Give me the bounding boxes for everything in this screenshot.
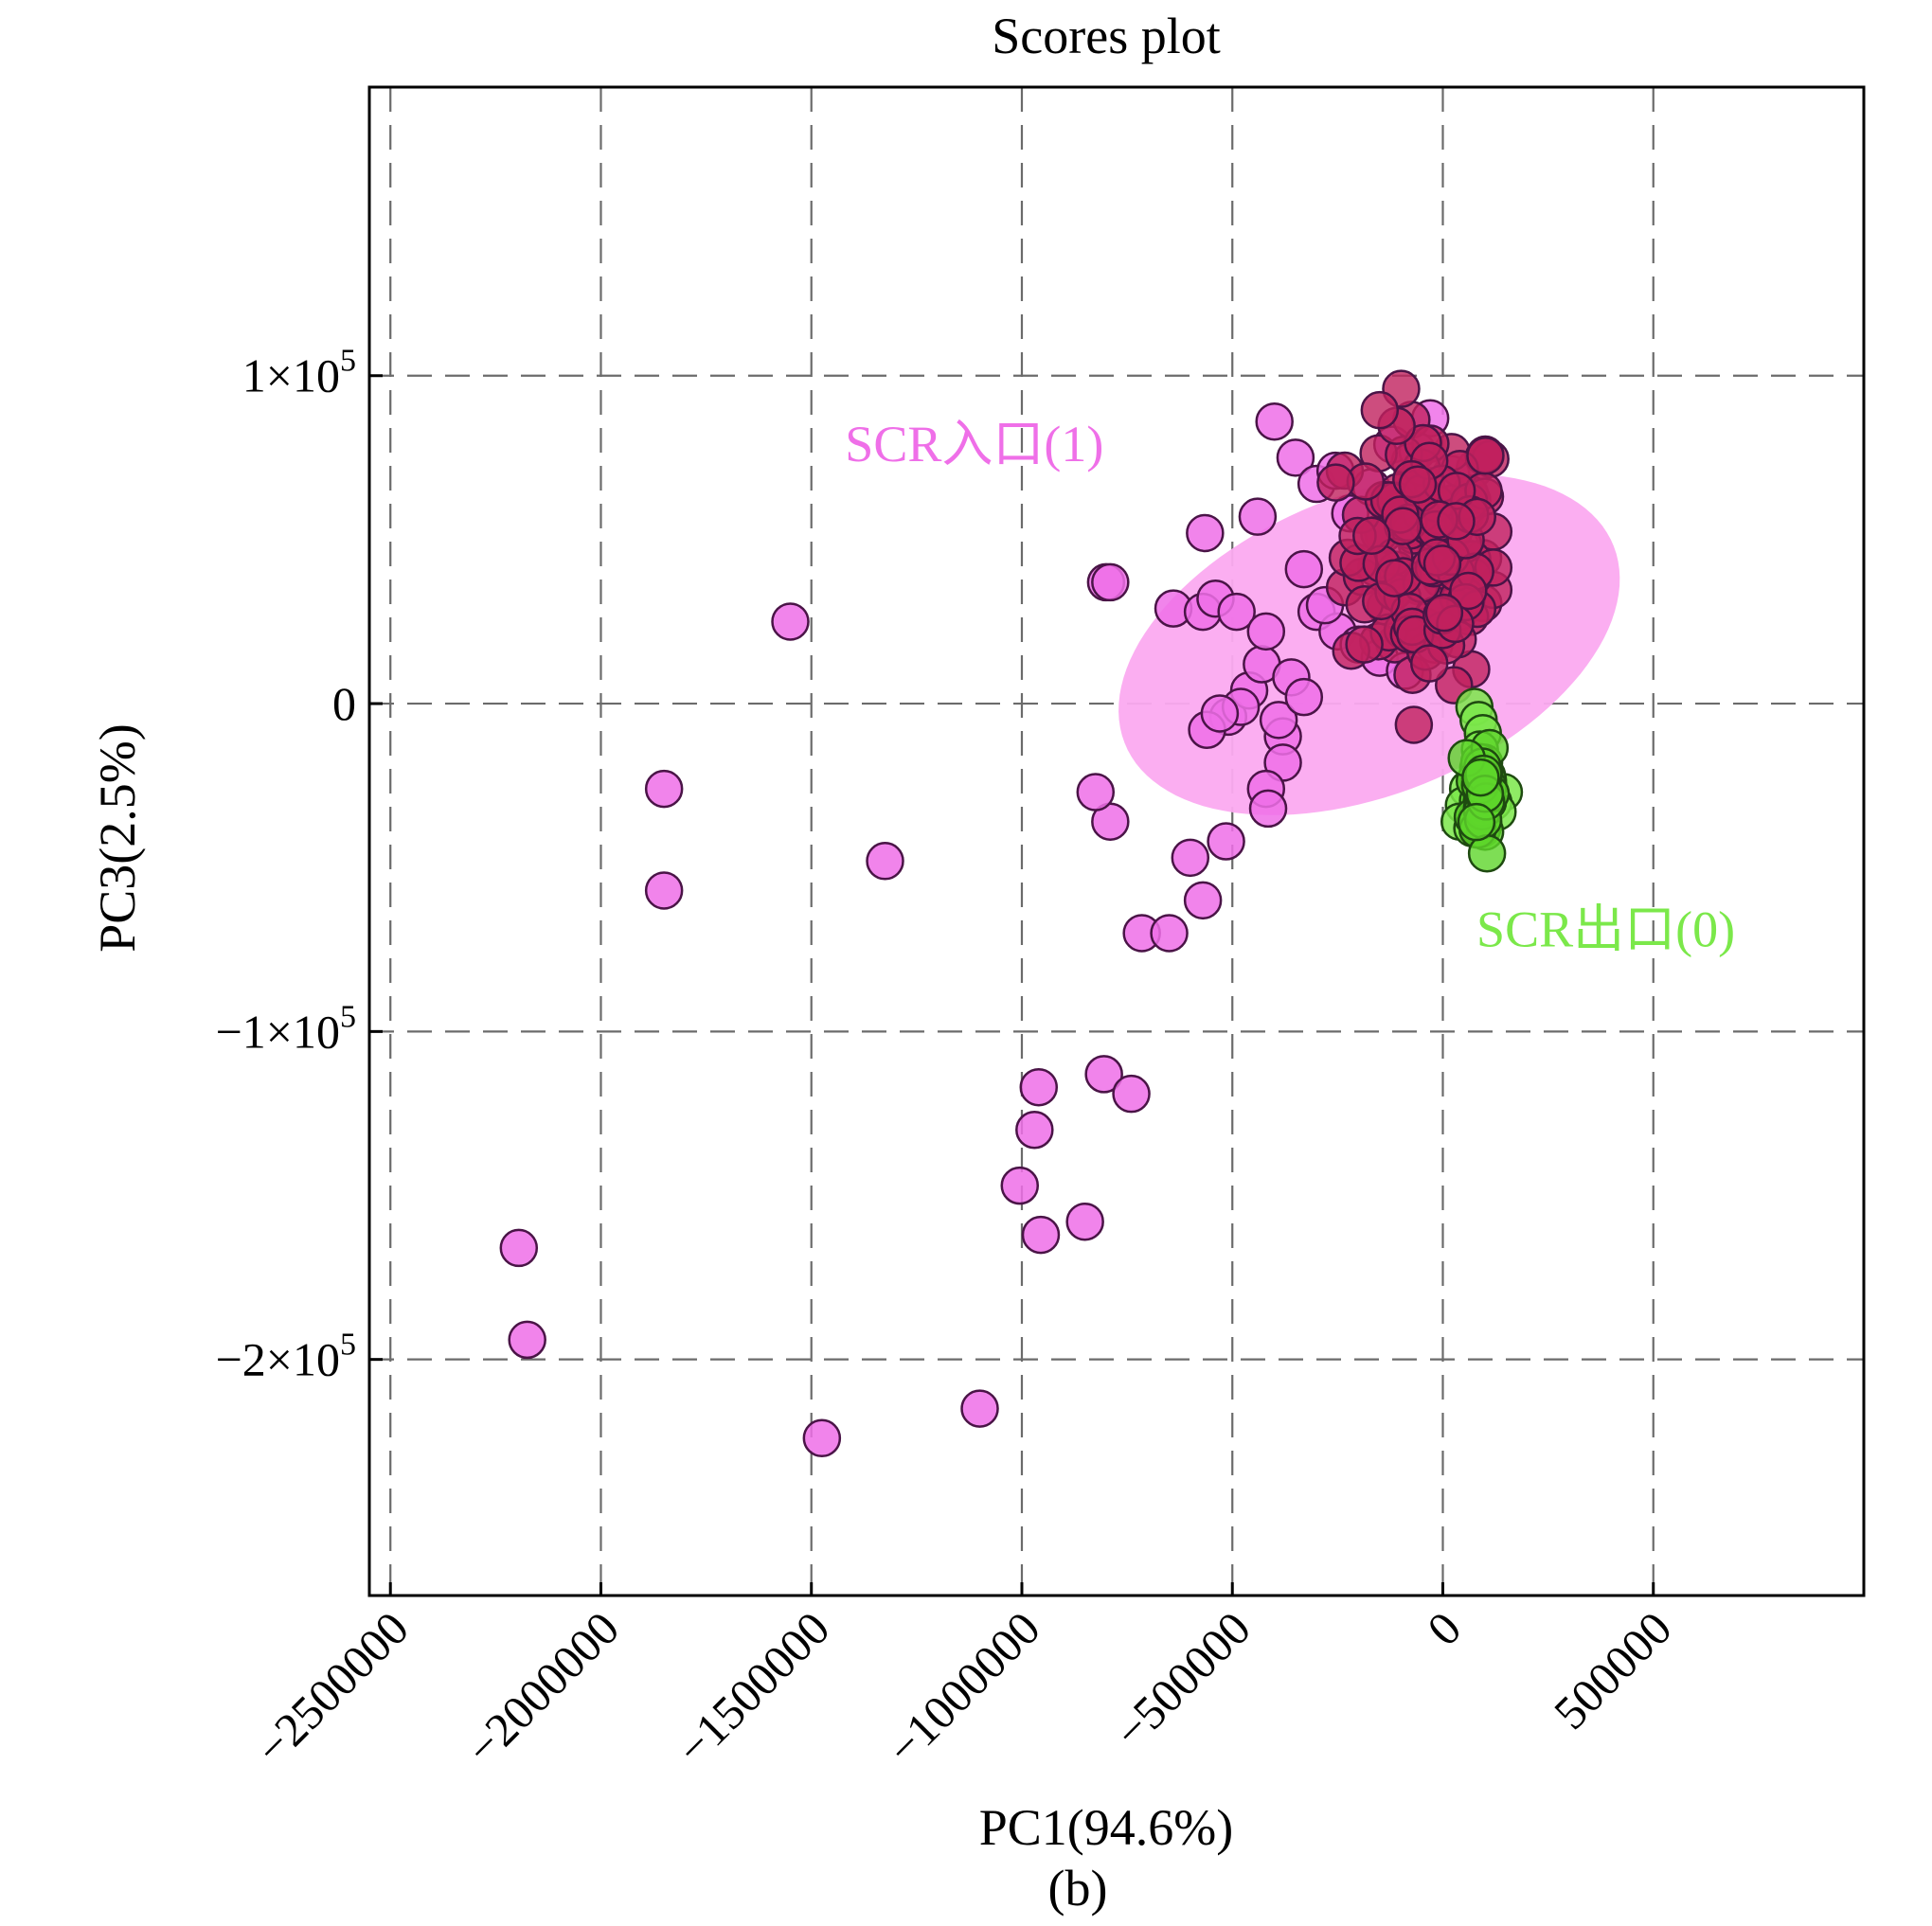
- data-point: [1200, 694, 1240, 733]
- data-point: [1375, 559, 1414, 597]
- figure-caption: (b): [1048, 1860, 1108, 1917]
- y-tick-mantissa: 1×10: [242, 349, 340, 402]
- y-tick-exponent: 5: [340, 999, 356, 1034]
- data-point: [1112, 1074, 1151, 1114]
- data-point: [1217, 592, 1256, 632]
- data-point: [1015, 1110, 1054, 1150]
- data-point: [499, 1228, 539, 1268]
- data-point: [1150, 914, 1189, 953]
- x-tick-label: −1000000: [876, 1601, 1049, 1774]
- data-point: [1183, 881, 1223, 920]
- y-tick-mantissa: −2×10: [216, 1333, 340, 1386]
- series-0: [499, 369, 1513, 1458]
- data-point: [802, 1418, 842, 1458]
- data-point: [1466, 437, 1505, 475]
- y-tick-exponent: 5: [340, 1328, 356, 1363]
- data-point: [1284, 677, 1324, 717]
- y-tick-exponent: 5: [340, 344, 356, 379]
- data-point: [866, 842, 904, 881]
- x-tick-label: −2500000: [245, 1601, 419, 1774]
- data-point: [1021, 1215, 1061, 1255]
- group-label: SCR出口(0): [1476, 901, 1735, 957]
- data-point: [1422, 544, 1462, 583]
- data-point: [1246, 612, 1286, 651]
- data-point: [771, 602, 810, 641]
- data-point: [1276, 438, 1315, 477]
- data-point: [1259, 701, 1298, 740]
- y-tick-mantissa: −1×10: [216, 1005, 340, 1058]
- data-point: [1238, 497, 1278, 536]
- x-tick-label: −2000000: [456, 1601, 629, 1774]
- data-point: [1186, 513, 1225, 553]
- data-point: [1076, 773, 1116, 811]
- data-point: [644, 871, 684, 910]
- data-point: [1394, 705, 1434, 744]
- data-point: [1360, 390, 1400, 430]
- data-point: [508, 1320, 546, 1360]
- data-point: [1284, 549, 1324, 589]
- y-axis-label: PC3(2.5%): [89, 723, 146, 953]
- data-point: [1207, 822, 1245, 861]
- data-point: [644, 769, 684, 809]
- data-point: [1019, 1067, 1059, 1107]
- x-axis-label: PC1(94.6%): [979, 1799, 1234, 1856]
- data-point: [1171, 838, 1210, 878]
- data-point: [960, 1389, 999, 1428]
- group-label: SCR入口(1): [845, 416, 1103, 473]
- data-point: [1449, 571, 1488, 611]
- data-point: [1065, 1202, 1104, 1241]
- data-point: [1398, 465, 1438, 504]
- data-point: [1424, 593, 1464, 633]
- data-point: [1457, 802, 1496, 842]
- data-point: [1461, 758, 1500, 797]
- y-tick-label: −2×105: [216, 1328, 356, 1386]
- y-tick-label: −1×105: [216, 999, 356, 1058]
- data-point: [1084, 1055, 1123, 1094]
- y-tick-mantissa: 0: [332, 677, 356, 730]
- grid: [369, 87, 1864, 1596]
- data-point: [1352, 516, 1391, 556]
- data-point: [1409, 644, 1449, 683]
- series-1: [1440, 687, 1524, 873]
- data-point: [1255, 401, 1294, 441]
- y-tick-label: 0: [332, 677, 356, 730]
- y-tick-label: 1×105: [242, 344, 356, 402]
- data-point: [1000, 1166, 1040, 1205]
- data-point: [1091, 562, 1130, 602]
- plot-frame: [367, 85, 1866, 1597]
- x-tick-label: 0: [1417, 1601, 1471, 1655]
- plot-area: −2500000 −2000000 −1500000 −1000000 −500000 0…: [216, 85, 1866, 1774]
- group-labels: SCR入口(1) SCR出口(0): [845, 416, 1735, 958]
- data-point: [1437, 502, 1476, 541]
- data-point: [1345, 625, 1384, 664]
- data-point: [1248, 789, 1288, 829]
- points-layer: [499, 369, 1524, 1458]
- x-tick-label: −1500000: [666, 1601, 839, 1774]
- x-tick-label: −500000: [1103, 1601, 1261, 1758]
- data-point: [1316, 463, 1355, 502]
- chart-title: Scores plot: [992, 8, 1220, 64]
- x-tick-label: 500000: [1544, 1601, 1682, 1739]
